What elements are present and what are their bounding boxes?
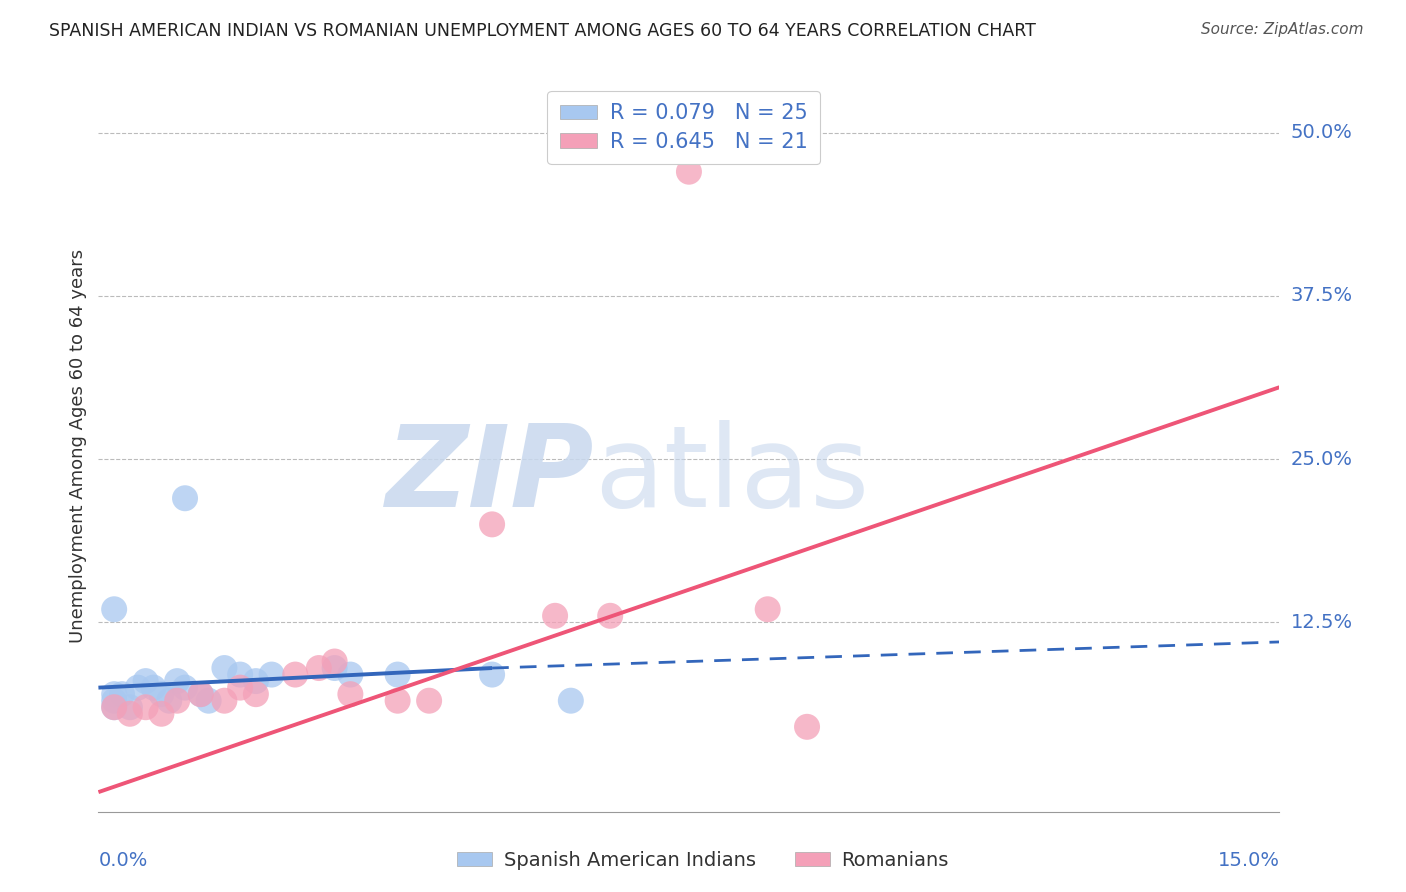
Point — [103, 687, 125, 701]
Text: 0.0%: 0.0% — [98, 851, 148, 870]
Text: 37.5%: 37.5% — [1291, 286, 1353, 305]
Point — [599, 608, 621, 623]
Y-axis label: Unemployment Among Ages 60 to 64 years: Unemployment Among Ages 60 to 64 years — [69, 249, 87, 643]
Point — [135, 700, 157, 714]
Point — [544, 608, 567, 623]
Legend: R = 0.079   N = 25, R = 0.645   N = 21: R = 0.079 N = 25, R = 0.645 N = 21 — [547, 91, 820, 164]
Point — [260, 667, 283, 681]
Text: SPANISH AMERICAN INDIAN VS ROMANIAN UNEMPLOYMENT AMONG AGES 60 TO 64 YEARS CORRE: SPANISH AMERICAN INDIAN VS ROMANIAN UNEM… — [49, 22, 1036, 40]
Point — [127, 681, 149, 695]
Point — [103, 700, 125, 714]
Text: 25.0%: 25.0% — [1291, 450, 1353, 468]
Text: 15.0%: 15.0% — [1218, 851, 1279, 870]
Point — [157, 694, 180, 708]
Point — [166, 674, 188, 689]
Point — [190, 687, 212, 701]
Point — [387, 667, 409, 681]
Text: 12.5%: 12.5% — [1291, 613, 1353, 632]
Text: Source: ZipAtlas.com: Source: ZipAtlas.com — [1201, 22, 1364, 37]
Text: atlas: atlas — [595, 420, 870, 531]
Point — [229, 667, 252, 681]
Point — [339, 687, 361, 701]
Point — [387, 694, 409, 708]
Text: 50.0%: 50.0% — [1291, 123, 1353, 142]
Point — [197, 694, 219, 708]
Point — [284, 667, 307, 681]
Point — [323, 655, 346, 669]
Point — [214, 694, 236, 708]
Point — [308, 661, 330, 675]
Point — [150, 706, 173, 721]
Point — [150, 687, 173, 701]
Point — [796, 720, 818, 734]
Point — [481, 517, 503, 532]
Point — [190, 687, 212, 701]
Point — [103, 602, 125, 616]
Point — [174, 491, 197, 506]
Point — [111, 687, 134, 701]
Point — [174, 681, 197, 695]
Point — [118, 700, 141, 714]
Point — [560, 694, 582, 708]
Point — [135, 674, 157, 689]
Point — [245, 674, 267, 689]
Point — [756, 602, 779, 616]
Point — [481, 667, 503, 681]
Point — [323, 661, 346, 675]
Legend: Spanish American Indians, Romanians: Spanish American Indians, Romanians — [450, 843, 956, 878]
Point — [142, 681, 165, 695]
Point — [103, 700, 125, 714]
Point — [245, 687, 267, 701]
Point — [118, 706, 141, 721]
Point — [678, 164, 700, 178]
Point — [229, 681, 252, 695]
Point — [418, 694, 440, 708]
Point — [339, 667, 361, 681]
Point — [166, 694, 188, 708]
Point — [214, 661, 236, 675]
Text: ZIP: ZIP — [387, 420, 595, 531]
Point — [103, 694, 125, 708]
